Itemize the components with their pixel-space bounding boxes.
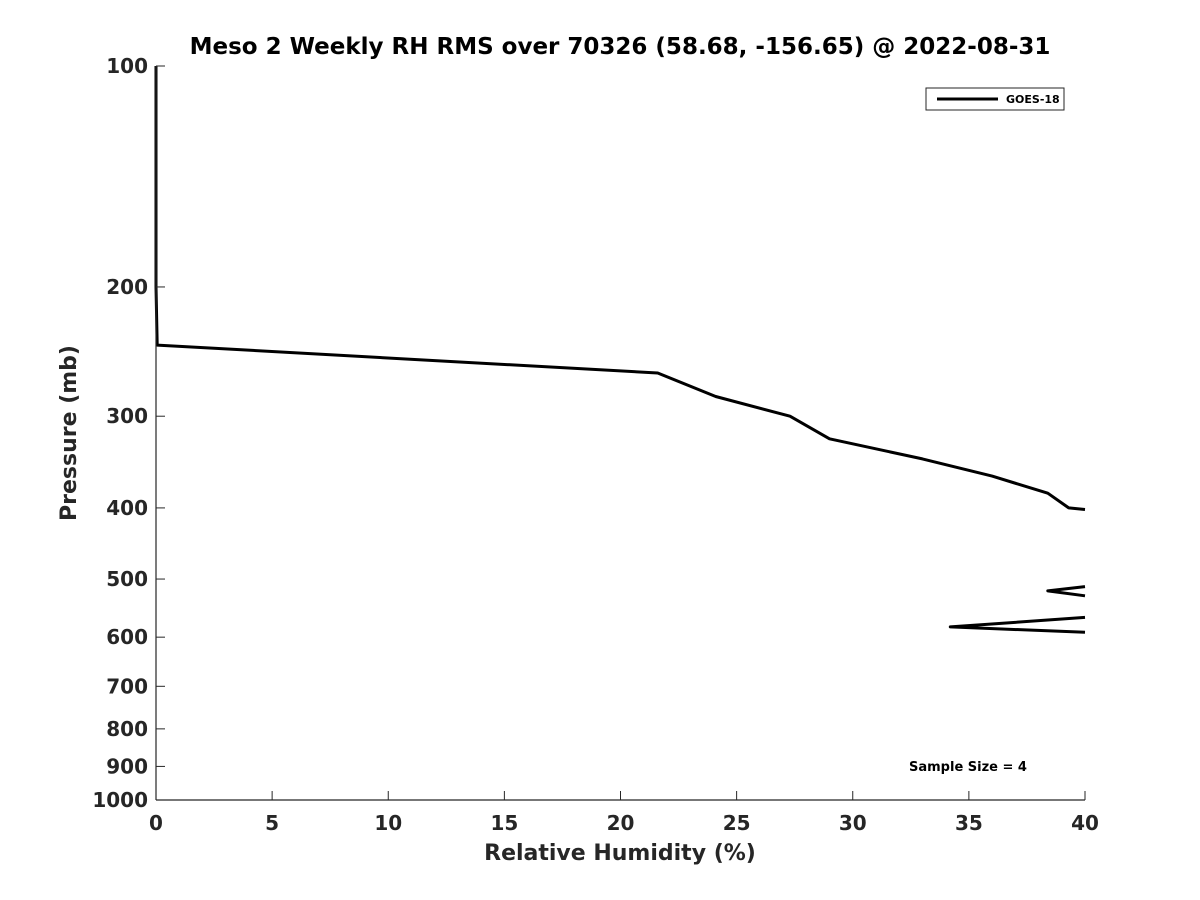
y-tick-label: 300 — [106, 404, 148, 428]
x-tick-label: 10 — [374, 811, 402, 835]
y-axis-ticks: 100 200 300 400 500 600 700 800 900 1000 — [92, 54, 165, 812]
y-tick-label: 700 — [106, 674, 148, 698]
x-axis-ticks: 0 5 10 15 20 25 30 35 40 — [149, 791, 1099, 835]
chart-title: Meso 2 Weekly RH RMS over 70326 (58.68, … — [190, 34, 1051, 60]
y-tick-label: 800 — [106, 717, 148, 741]
y-tick-label: 500 — [106, 567, 148, 591]
y-tick-label: 600 — [106, 625, 148, 649]
x-tick-label: 40 — [1071, 811, 1099, 835]
legend: GOES-18 — [925, 87, 1065, 111]
series-line-goes-18-segment-3 — [948, 615, 1086, 634]
y-axis-label: Pressure (mb) — [57, 345, 82, 521]
y-tick-label: 1000 — [92, 788, 148, 812]
x-tick-label: 25 — [723, 811, 751, 835]
x-axis-label: Relative Humidity (%) — [484, 841, 756, 866]
legend-label-goes-18: GOES-18 — [1006, 93, 1060, 106]
y-tick-label: 400 — [106, 496, 148, 520]
sample-size-annotation: Sample Size = 4 — [909, 760, 1027, 775]
plot-area — [156, 66, 1085, 800]
y-tick-label: 200 — [106, 275, 148, 299]
x-tick-label: 15 — [490, 811, 518, 835]
series-line-goes-18-segment-2 — [1046, 585, 1086, 598]
x-tick-label: 30 — [839, 811, 867, 835]
y-tick-label: 100 — [106, 54, 148, 78]
y-tick-label: 900 — [106, 754, 148, 778]
x-tick-label: 20 — [607, 811, 635, 835]
x-tick-label: 35 — [955, 811, 983, 835]
x-tick-label: 0 — [149, 811, 163, 835]
x-tick-label: 5 — [265, 811, 279, 835]
